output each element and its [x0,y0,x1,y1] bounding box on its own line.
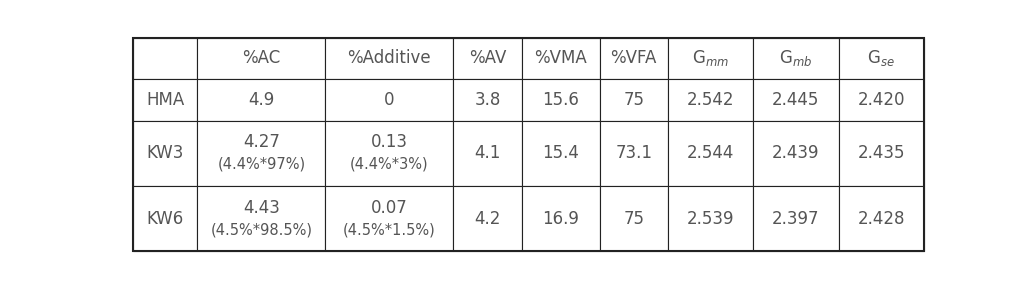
Text: 73.1: 73.1 [616,144,653,162]
Text: 4.27: 4.27 [243,133,279,151]
Bar [599,38,668,79]
Text: 4.9: 4.9 [248,91,274,109]
Bar [754,121,838,186]
Text: 3.8: 3.8 [474,91,501,109]
Bar [197,121,326,186]
Bar [754,38,838,79]
Text: 2.539: 2.539 [687,210,734,228]
Text: %AC: %AC [242,49,280,67]
Bar [133,121,197,186]
Text: 15.6: 15.6 [542,91,579,109]
Bar [197,38,326,79]
Text: 0.07: 0.07 [371,198,408,217]
Bar [454,121,522,186]
Bar [133,79,197,121]
Text: G$_{se}$: G$_{se}$ [867,48,895,68]
Text: 2.544: 2.544 [687,144,734,162]
Bar [197,186,326,251]
Text: 2.445: 2.445 [772,91,820,109]
Text: KW6: KW6 [146,210,184,228]
Text: 2.435: 2.435 [858,144,905,162]
Bar [668,38,754,79]
Bar [522,38,599,79]
Text: G$_{mm}$: G$_{mm}$ [692,48,729,68]
Text: 4.1: 4.1 [474,144,501,162]
Bar [454,79,522,121]
Bar [454,186,522,251]
Text: KW3: KW3 [146,144,184,162]
Text: %VMA: %VMA [534,49,587,67]
Text: %VFA: %VFA [610,49,657,67]
Bar [522,186,599,251]
Text: HMA: HMA [146,91,185,109]
Text: (4.4%*97%): (4.4%*97%) [218,157,305,172]
Text: 75: 75 [623,91,644,109]
Bar [838,79,924,121]
Bar [599,121,668,186]
Text: 2.420: 2.420 [858,91,905,109]
Text: 75: 75 [623,210,644,228]
Bar [754,186,838,251]
Bar [326,38,454,79]
Text: %Additive: %Additive [347,49,431,67]
Bar [326,121,454,186]
Text: 2.428: 2.428 [858,210,905,228]
Text: 4.2: 4.2 [474,210,501,228]
Bar [668,186,754,251]
Text: G$_{mb}$: G$_{mb}$ [779,48,812,68]
Bar [599,186,668,251]
Text: 2.439: 2.439 [772,144,820,162]
Bar [133,38,197,79]
Text: 0: 0 [385,91,395,109]
Text: %AV: %AV [469,49,506,67]
Text: (4.5%*98.5%): (4.5%*98.5%) [210,222,312,237]
Text: 2.542: 2.542 [687,91,734,109]
Bar [754,79,838,121]
Text: 0.13: 0.13 [371,133,408,151]
Text: 16.9: 16.9 [542,210,579,228]
Bar [326,186,454,251]
Bar [522,121,599,186]
Text: 4.43: 4.43 [243,198,279,217]
Bar [668,79,754,121]
Bar [838,38,924,79]
Bar [522,79,599,121]
Text: (4.5%*1.5%): (4.5%*1.5%) [343,222,436,237]
Bar [668,121,754,186]
Bar [838,121,924,186]
Bar [838,186,924,251]
Bar [454,38,522,79]
Bar [133,186,197,251]
Text: (4.4%*3%): (4.4%*3%) [351,157,429,172]
Text: 15.4: 15.4 [542,144,579,162]
Bar [326,79,454,121]
Text: 2.397: 2.397 [772,210,820,228]
Bar [197,79,326,121]
Bar [599,79,668,121]
